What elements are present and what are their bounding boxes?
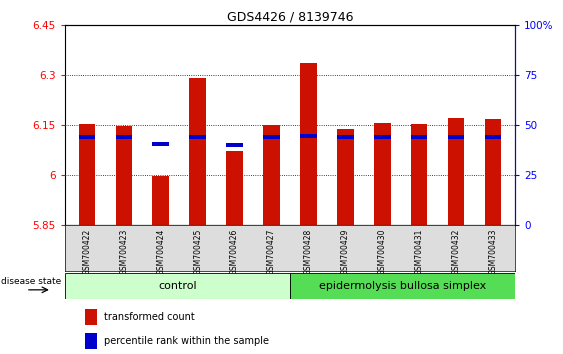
Text: GSM700430: GSM700430 xyxy=(378,228,387,275)
Text: GSM700425: GSM700425 xyxy=(193,228,202,275)
Bar xyxy=(448,135,464,139)
Text: GSM700424: GSM700424 xyxy=(156,228,165,275)
Text: GSM700426: GSM700426 xyxy=(230,228,239,275)
Bar xyxy=(189,135,206,139)
Bar xyxy=(153,142,169,146)
Text: GSM700428: GSM700428 xyxy=(304,228,313,275)
Bar xyxy=(411,125,427,225)
Bar xyxy=(263,125,280,225)
Bar xyxy=(485,135,501,139)
Text: GSM700427: GSM700427 xyxy=(267,228,276,275)
Bar xyxy=(374,123,391,225)
Text: epidermolysis bullosa simplex: epidermolysis bullosa simplex xyxy=(319,281,486,291)
Bar xyxy=(485,119,501,225)
Bar xyxy=(85,309,97,325)
Bar xyxy=(337,135,354,139)
Bar xyxy=(226,151,243,225)
Bar xyxy=(226,143,243,147)
Bar xyxy=(85,333,97,349)
Text: GSM700433: GSM700433 xyxy=(489,228,498,275)
Bar xyxy=(153,176,169,225)
Bar xyxy=(79,135,95,139)
Text: GSM700429: GSM700429 xyxy=(341,228,350,275)
Title: GDS4426 / 8139746: GDS4426 / 8139746 xyxy=(227,11,353,24)
Bar xyxy=(79,124,95,225)
Bar xyxy=(448,118,464,225)
Text: GSM700422: GSM700422 xyxy=(82,228,91,275)
Bar xyxy=(411,135,427,139)
Bar xyxy=(300,135,317,138)
Bar xyxy=(337,130,354,225)
Text: disease state: disease state xyxy=(1,278,61,286)
Bar xyxy=(290,273,515,299)
Bar xyxy=(300,63,317,225)
Text: percentile rank within the sample: percentile rank within the sample xyxy=(104,336,269,346)
Text: control: control xyxy=(158,281,196,291)
Bar xyxy=(65,273,290,299)
Text: GSM700432: GSM700432 xyxy=(452,228,461,275)
Bar xyxy=(115,136,132,139)
Bar xyxy=(263,135,280,139)
Text: GSM700423: GSM700423 xyxy=(119,228,128,275)
Bar xyxy=(189,78,206,225)
Bar xyxy=(374,135,391,139)
Text: transformed count: transformed count xyxy=(104,312,195,322)
Text: GSM700431: GSM700431 xyxy=(415,228,424,275)
Bar xyxy=(115,126,132,225)
